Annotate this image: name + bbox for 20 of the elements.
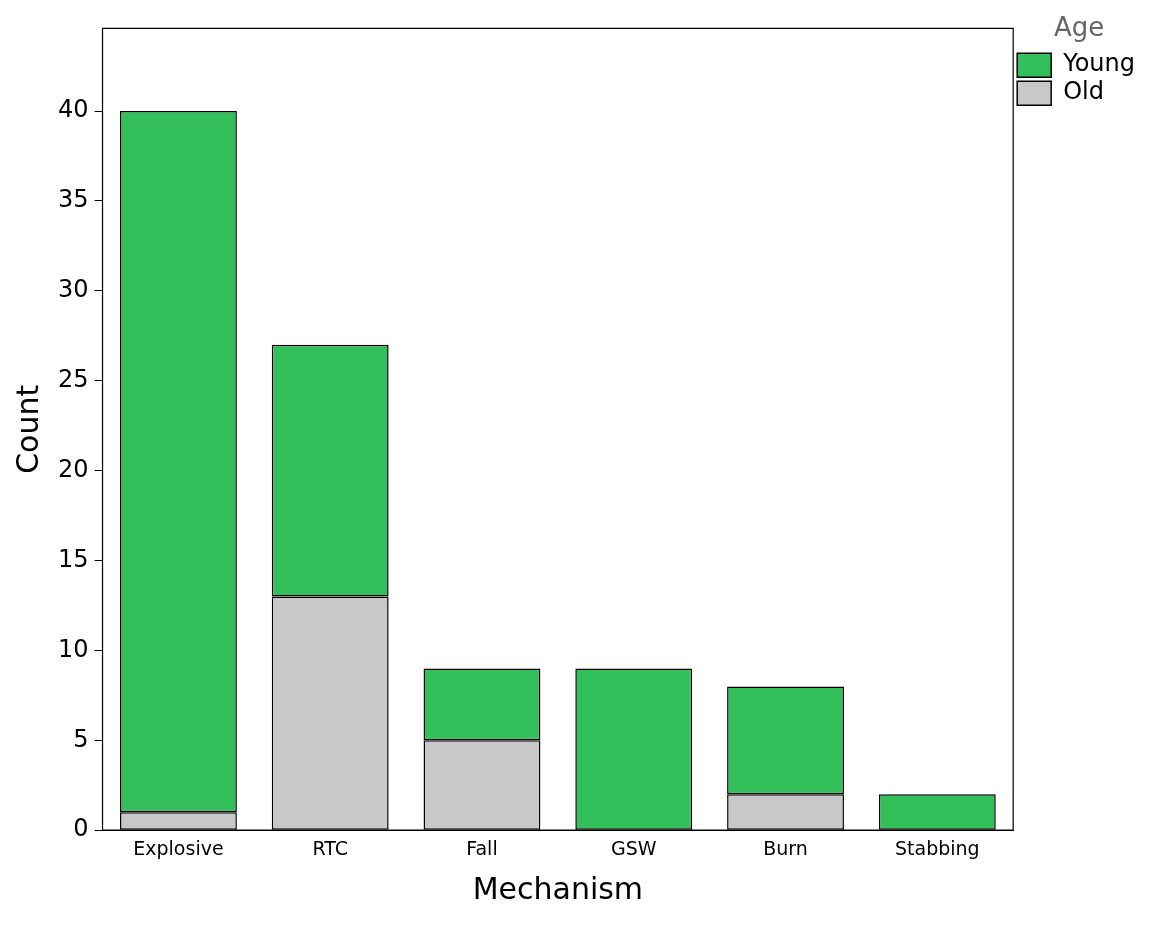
x-tick-label: GSW (610, 836, 657, 859)
legend-label: Young (1062, 49, 1135, 78)
y-tick-label: 15 (57, 544, 89, 573)
x-axis-title: Mechanism (472, 870, 644, 906)
x-tick-label: Stabbing (894, 836, 980, 859)
x-tick-label: Burn (763, 836, 808, 859)
y-tick-label: 30 (57, 275, 89, 304)
x-tick-label: Fall (466, 836, 498, 859)
x-tick-label: RTC (312, 836, 348, 859)
y-tick-label: 5 (73, 724, 89, 753)
y-axis-title: Count (9, 384, 45, 474)
x-tick-label: Explosive (133, 836, 224, 859)
legend-title: Age (1053, 11, 1105, 42)
y-tick-label: 0 (73, 814, 89, 843)
y-tick-label: 35 (57, 185, 89, 214)
y-tick-label: 25 (57, 364, 89, 393)
y-tick-label: 40 (57, 95, 89, 124)
y-tick-label: 10 (57, 634, 89, 663)
y-tick-label: 20 (57, 454, 89, 483)
legend-label: Old (1063, 77, 1104, 106)
